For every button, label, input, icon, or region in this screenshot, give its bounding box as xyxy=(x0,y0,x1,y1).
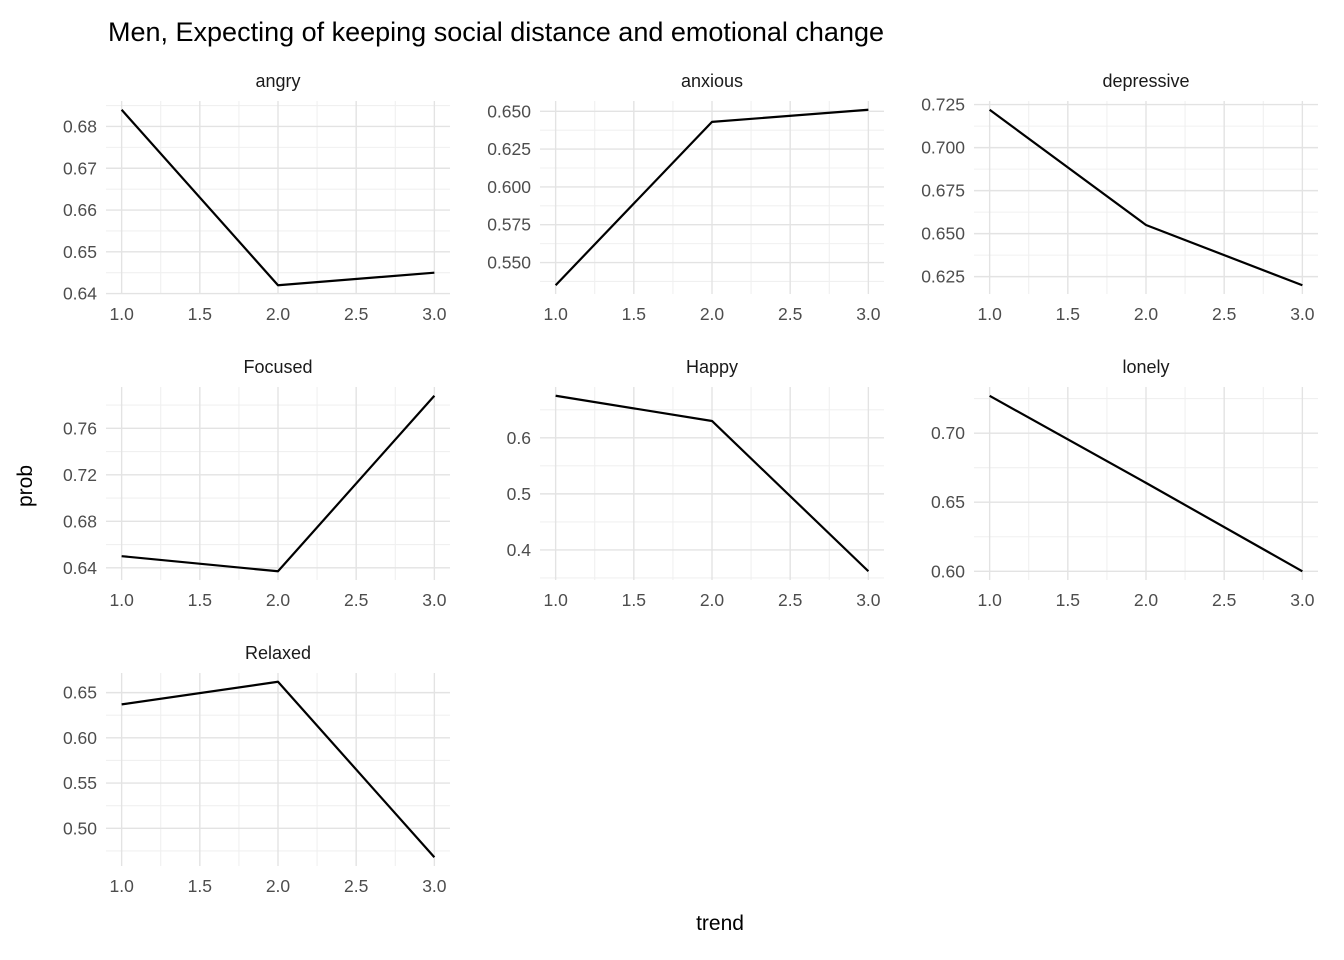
x-tick-label: 1.0 xyxy=(543,304,568,324)
y-tick-label: 0.700 xyxy=(921,138,965,158)
y-tick-label: 0.4 xyxy=(507,540,532,560)
x-tick-label: 1.5 xyxy=(1056,590,1080,610)
x-tick-label: 2.5 xyxy=(344,304,368,324)
data-line xyxy=(121,680,436,858)
y-tick-label: 0.60 xyxy=(931,561,965,581)
x-tick-label: 3.0 xyxy=(422,590,447,610)
chart-title: Men, Expecting of keeping social distanc… xyxy=(108,17,884,47)
y-tick-label: 0.5 xyxy=(507,484,531,504)
data-line xyxy=(988,108,1303,287)
y-tick-label: 0.6 xyxy=(507,428,531,448)
facet-cell: Relaxed 0.50 0.55 0.60 0.65 1.0 1.5 2.0 2.5 3.0 xyxy=(44,638,458,910)
data-line xyxy=(121,394,436,573)
x-tick-label: 2.0 xyxy=(266,876,291,896)
x-tick-label: 3.0 xyxy=(1290,590,1315,610)
y-tick-label: 0.72 xyxy=(63,465,97,485)
facet-plot: 0.550 0.575 0.600 0.625 0.650 1.0 1.5 2.0 2.5 3.0 xyxy=(487,101,884,324)
facet-title: lonely xyxy=(1122,357,1170,377)
y-tick-label: 0.550 xyxy=(487,253,531,273)
x-tick-label: 2.0 xyxy=(1134,590,1159,610)
x-tick-label: 1.5 xyxy=(188,876,212,896)
facet-plot: 0.64 0.68 0.72 0.76 1.0 1.5 2.0 2.5 3.0 xyxy=(63,387,450,610)
y-tick-label: 0.600 xyxy=(487,177,531,197)
y-tick-label: 0.60 xyxy=(63,728,97,748)
facet-title: angry xyxy=(255,71,301,91)
x-tick-label: 2.5 xyxy=(778,304,802,324)
facet-plot: 0.64 0.65 0.66 0.67 0.68 1.0 1.5 2.0 2.5 3.0 xyxy=(63,101,450,324)
x-tick-label: 3.0 xyxy=(422,876,447,896)
x-axis-title: trend xyxy=(696,912,744,935)
x-tick-label: 2.0 xyxy=(1134,304,1159,324)
y-tick-label: 0.65 xyxy=(63,242,97,262)
y-tick-label: 0.725 xyxy=(921,96,965,115)
facet-cell: depressive 0.625 0.650 0.675 0.700 0.725 1.0 1.… xyxy=(912,66,1326,338)
facet-plot: 0.4 0.5 0.6 1.0 1.5 2.0 2.5 3.0 xyxy=(507,387,884,610)
facet-grid: angry 0.64 0.65 0.66 0.67 0.68 1.0 1.5 2.0 2.5 3.0… xyxy=(44,66,1326,910)
facet-cell: Focused 0.64 0.68 0.72 0.76 1.0 1.5 2.0 2.5 3.0 xyxy=(44,352,458,624)
x-tick-label: 2.5 xyxy=(1212,304,1236,324)
x-tick-label: 2.0 xyxy=(266,304,291,324)
data-line xyxy=(555,394,870,573)
y-tick-label: 0.65 xyxy=(63,683,97,703)
y-tick-label: 0.66 xyxy=(63,200,97,220)
x-tick-label: 1.0 xyxy=(109,304,134,324)
x-tick-label: 2.5 xyxy=(344,876,368,896)
y-tick-label: 0.68 xyxy=(63,116,97,136)
x-tick-label: 2.0 xyxy=(266,590,291,610)
facet-title: depressive xyxy=(1102,71,1190,91)
y-tick-label: 0.67 xyxy=(63,158,97,178)
facet-title: Focused xyxy=(243,357,313,377)
data-line xyxy=(989,394,1303,573)
x-tick-label: 2.0 xyxy=(700,304,725,324)
x-tick-label: 3.0 xyxy=(856,304,881,324)
facet-plot: 0.50 0.55 0.60 0.65 1.0 1.5 2.0 2.5 3.0 xyxy=(63,673,450,896)
y-tick-label: 0.65 xyxy=(931,492,965,512)
x-tick-label: 2.5 xyxy=(1212,590,1236,610)
x-tick-label: 1.5 xyxy=(1056,304,1080,324)
x-tick-label: 1.5 xyxy=(188,590,212,610)
x-tick-label: 2.0 xyxy=(700,590,725,610)
y-tick-label: 0.50 xyxy=(63,818,97,838)
y-tick-label: 0.68 xyxy=(63,511,97,531)
x-tick-label: 1.0 xyxy=(977,590,1002,610)
y-tick-label: 0.64 xyxy=(63,284,97,304)
facet-cell: angry 0.64 0.65 0.66 0.67 0.68 1.0 1.5 2.0 2.5 3.0 xyxy=(44,66,458,338)
facet-title: anxious xyxy=(680,71,744,91)
y-tick-label: 0.625 xyxy=(487,139,531,159)
data-line xyxy=(554,108,869,286)
facet-plot: 0.60 0.65 0.70 1.0 1.5 2.0 2.5 3.0 xyxy=(931,387,1318,610)
x-tick-label: 1.5 xyxy=(622,590,646,610)
y-tick-label: 0.76 xyxy=(63,418,97,438)
x-tick-label: 3.0 xyxy=(1290,304,1315,324)
facet-title: Relaxed xyxy=(244,643,312,663)
x-tick-label: 2.5 xyxy=(778,590,802,610)
x-tick-label: 2.5 xyxy=(344,590,368,610)
y-tick-label: 0.70 xyxy=(931,423,965,443)
x-tick-label: 3.0 xyxy=(856,590,881,610)
x-tick-label: 1.0 xyxy=(543,590,568,610)
y-tick-label: 0.64 xyxy=(63,558,97,578)
x-tick-label: 1.5 xyxy=(188,304,212,324)
data-line xyxy=(120,109,435,287)
y-tick-label: 0.575 xyxy=(487,215,531,235)
y-tick-label: 0.675 xyxy=(921,181,965,201)
y-axis-title: prob xyxy=(14,464,37,508)
facet-plot: 0.625 0.650 0.675 0.700 0.725 1.0 1.5 2.0 2.5 3.0 xyxy=(921,96,1318,324)
facet-cell: Happy 0.4 0.5 0.6 1.0 1.5 2.0 2.5 3.0 xyxy=(478,352,892,624)
x-tick-label: 1.0 xyxy=(977,304,1002,324)
y-tick-label: 0.650 xyxy=(921,224,965,244)
x-tick-label: 1.5 xyxy=(622,304,646,324)
x-tick-label: 1.0 xyxy=(109,876,134,896)
x-tick-label: 1.0 xyxy=(109,590,134,610)
x-tick-label: 3.0 xyxy=(422,304,447,324)
facet-cell: anxious 0.550 0.575 0.600 0.625 0.650 1.0 1.5 2.… xyxy=(478,66,892,338)
facet-cell: lonely 0.60 0.65 0.70 1.0 1.5 2.0 2.5 3.0 xyxy=(912,352,1326,624)
y-tick-label: 0.625 xyxy=(921,267,965,287)
y-tick-label: 0.55 xyxy=(63,773,97,793)
y-tick-label: 0.650 xyxy=(487,101,531,121)
facet-title: Happy xyxy=(685,357,739,377)
